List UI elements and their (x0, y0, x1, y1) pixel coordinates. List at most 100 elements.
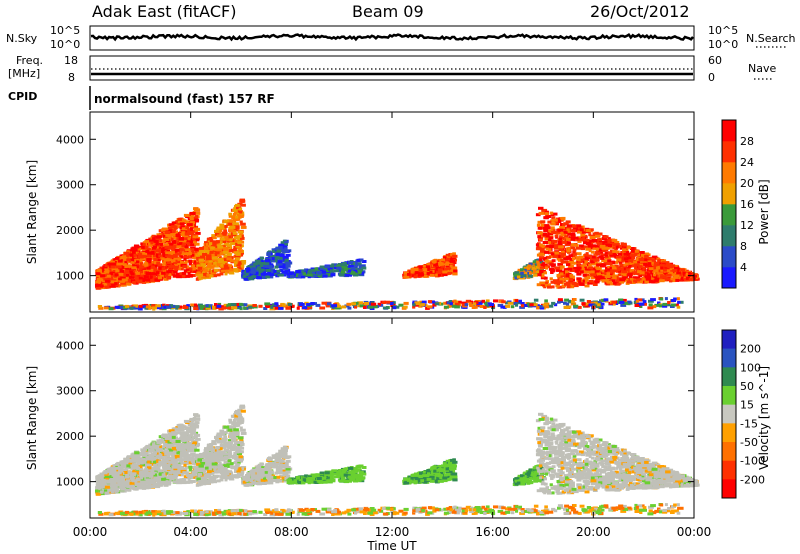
power-cell (209, 237, 213, 240)
power-cell (191, 274, 196, 277)
power-cell (520, 271, 524, 275)
cpid-label: CPID (8, 90, 37, 103)
power-cell (671, 273, 676, 277)
power-cell (561, 216, 566, 220)
power-cell (129, 306, 134, 310)
power-cell (536, 283, 543, 287)
power-cell (644, 275, 651, 279)
power-cell (580, 279, 585, 283)
power-cell (576, 272, 581, 276)
power-cell (623, 246, 627, 250)
power-cell (410, 270, 417, 274)
power-cell (676, 297, 680, 301)
power-cell (222, 246, 229, 250)
power-cell (576, 237, 583, 241)
power-cell (192, 212, 196, 215)
power-cell (674, 276, 679, 280)
power-cell (331, 263, 335, 267)
power-cell (122, 255, 128, 259)
power-cell (263, 270, 267, 274)
power-cell (554, 266, 561, 270)
power-cell (631, 264, 636, 268)
power-cell (162, 262, 166, 266)
power-cell (670, 277, 676, 281)
power-cell (212, 274, 217, 278)
power-cell (311, 268, 317, 272)
power-cell (100, 284, 104, 288)
power-cell (226, 257, 232, 261)
power-cell (223, 229, 227, 233)
power-cell (555, 284, 560, 288)
power-cell (545, 283, 551, 287)
power-cell (160, 274, 164, 278)
power-cell (302, 306, 308, 310)
power-cell (164, 274, 169, 278)
power-cell (331, 304, 338, 308)
power-cell (637, 298, 643, 302)
power-cell (109, 260, 115, 264)
power-cell (176, 257, 182, 261)
power-cell (218, 255, 222, 259)
power-cell (172, 236, 177, 240)
power-cell (218, 307, 224, 311)
power-cell (195, 238, 200, 242)
power-cell (557, 298, 563, 302)
power-cell (277, 271, 280, 275)
power-cell (209, 274, 214, 278)
power-cell (227, 253, 232, 257)
power-cell (572, 252, 577, 256)
power-cell (189, 215, 194, 219)
power-cell (570, 243, 576, 247)
power-cell (151, 250, 155, 254)
power-cell (230, 303, 237, 307)
power-cell (566, 249, 571, 253)
nsky-tick-top: 10^5 (50, 24, 80, 37)
power-cell (298, 273, 304, 276)
power-cell (141, 280, 147, 284)
power-cell (659, 279, 665, 283)
power-cell (239, 267, 244, 271)
power-cell (100, 268, 105, 272)
power-cell (233, 248, 237, 252)
power-cell (228, 214, 233, 218)
power-cell (565, 274, 570, 278)
power-cell (132, 281, 137, 285)
power-cell (584, 260, 589, 264)
power-cell (320, 270, 327, 274)
power-cell (590, 260, 595, 264)
power-cell (461, 301, 466, 305)
power-cell (629, 274, 633, 278)
power-cell (192, 267, 196, 271)
power-cell (181, 252, 188, 256)
power-cell (644, 280, 650, 284)
power-cell (569, 300, 575, 303)
power-cell (629, 269, 635, 273)
power-cell (225, 258, 232, 262)
power-cell (373, 305, 378, 309)
power-cell (552, 253, 558, 257)
power-cell (344, 304, 350, 308)
power-cell (184, 274, 190, 278)
power-cell (597, 303, 601, 307)
power-cell (322, 274, 328, 278)
power-cell (110, 262, 117, 266)
power-cell (354, 261, 358, 265)
power-cell (235, 215, 239, 219)
power-cell (267, 271, 271, 275)
freq-tick-top: 18 (64, 54, 78, 67)
power-cell (548, 236, 554, 240)
power-cell (468, 302, 472, 306)
power-cell (158, 250, 164, 254)
power-cell (640, 268, 645, 272)
power-cell (137, 259, 143, 263)
power-cell (566, 267, 573, 271)
power-cell (558, 300, 564, 303)
power-cell (115, 256, 119, 260)
power-cell (412, 267, 418, 271)
power-cell (175, 272, 181, 276)
power-cell (518, 299, 522, 303)
power-cell (576, 258, 581, 262)
power-cell (451, 266, 458, 270)
power-cell (235, 269, 241, 272)
